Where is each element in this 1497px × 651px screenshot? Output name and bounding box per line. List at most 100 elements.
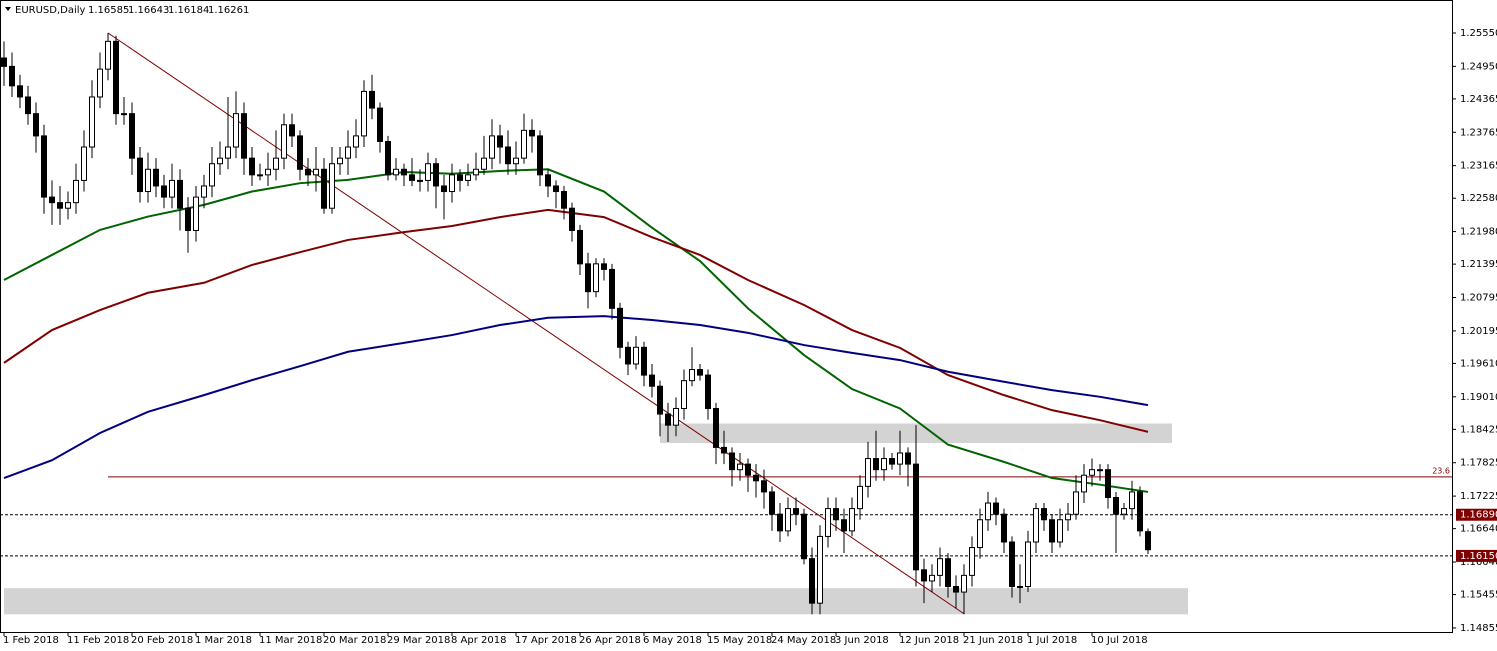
candle-body — [545, 174, 551, 187]
candle-body — [825, 508, 831, 537]
x-tick-label: 3 Jun 2018 — [835, 635, 889, 646]
header-price: 1.16643 — [128, 5, 169, 16]
candle-body — [769, 491, 775, 515]
candle-body — [201, 185, 207, 198]
candle-body — [233, 113, 239, 148]
candle-body — [601, 263, 607, 270]
x-tick-label: 8 Apr 2018 — [451, 635, 506, 646]
candle-body — [593, 263, 599, 293]
candle-body — [977, 519, 983, 549]
candle-body — [1145, 531, 1151, 551]
candle-body — [889, 458, 895, 465]
x-tick-label: 11 Mar 2018 — [259, 635, 322, 646]
y-tick-label: 1.16640 — [1460, 524, 1497, 535]
candle-body — [169, 179, 175, 198]
candle-body — [809, 558, 815, 604]
menu-triangle — [5, 7, 11, 11]
candle-body — [161, 185, 167, 198]
candle-body — [937, 558, 943, 576]
candle-body — [929, 574, 935, 582]
y-tick-label: 1.15455 — [1460, 590, 1497, 601]
candle-body — [33, 113, 39, 137]
candle-body — [385, 140, 391, 176]
candle-body — [985, 502, 991, 521]
candle-body — [105, 40, 111, 70]
candle-body — [337, 157, 343, 165]
candle-body — [785, 508, 791, 532]
y-tick-label: 1.23765 — [1460, 127, 1497, 138]
candle-body — [265, 168, 271, 176]
candle-body — [457, 174, 463, 181]
candle-body — [729, 452, 735, 471]
candle-body — [241, 113, 247, 159]
candle-body — [249, 157, 255, 176]
header-price: 1.16261 — [208, 5, 249, 16]
candle-body — [193, 196, 199, 231]
candle-body — [465, 174, 471, 181]
candle-body — [905, 452, 911, 465]
x-tick-label: 20 Feb 2018 — [131, 635, 193, 646]
y-tick-label: 1.17825 — [1460, 458, 1497, 469]
candle-body — [153, 168, 159, 187]
candle-body — [1, 57, 7, 67]
candle-body — [513, 157, 519, 165]
candle-body — [377, 107, 383, 142]
candle-body — [89, 96, 95, 148]
candle-body — [689, 369, 695, 382]
y-tick-label: 1.24365 — [1460, 94, 1497, 105]
candle-body — [761, 480, 767, 493]
candle-body — [145, 168, 151, 193]
candle-body — [305, 168, 311, 176]
candle-body — [41, 135, 47, 198]
header-price: 1.16585 — [88, 5, 129, 16]
candle-body — [1065, 513, 1071, 521]
candle-body — [177, 179, 183, 209]
candle-body — [401, 168, 407, 176]
y-tick-label: 1.25550 — [1460, 28, 1497, 39]
candle-body — [1105, 469, 1111, 498]
candle-body — [329, 163, 335, 209]
fib-label: 23.6 — [1432, 466, 1450, 475]
candle-body — [625, 346, 631, 365]
y-tick-label: 1.19610 — [1460, 358, 1497, 369]
candle-body — [1057, 519, 1063, 543]
candle-body — [129, 113, 135, 159]
y-tick-label: 1.22580 — [1460, 193, 1497, 204]
x-tick-label: 26 Apr 2018 — [579, 635, 641, 646]
candle-body — [521, 129, 527, 159]
candle-body — [585, 263, 591, 293]
candle-body — [817, 535, 823, 604]
candle-body — [961, 574, 967, 593]
candle-body — [913, 463, 919, 571]
header-price: 1.16184 — [168, 5, 209, 16]
x-tick-label: 1 Feb 2018 — [3, 635, 59, 646]
candle-body — [1121, 508, 1127, 515]
candle-body — [953, 585, 959, 593]
y-tick-label: 1.21395 — [1460, 259, 1497, 270]
y-tick-label: 1.21980 — [1460, 227, 1497, 238]
x-tick-label: 12 Jun 2018 — [899, 635, 959, 646]
y-tick-label: 1.20195 — [1460, 326, 1497, 337]
candle-body — [57, 202, 63, 209]
price-label: 1.16150 — [1460, 551, 1497, 562]
candle-body — [897, 452, 903, 465]
candle-body — [705, 374, 711, 409]
candle-body — [313, 168, 319, 176]
candle-body — [561, 191, 567, 209]
zone — [4, 588, 1188, 615]
candle-body — [433, 163, 439, 187]
candle-body — [697, 369, 703, 376]
candle-body — [409, 174, 415, 181]
price-label-box — [1456, 549, 1497, 562]
candle-body — [833, 508, 839, 521]
candle-body — [553, 185, 559, 193]
candle-body — [49, 196, 55, 204]
candle-body — [217, 157, 223, 165]
candle-body — [1017, 585, 1023, 588]
candle-body — [273, 157, 279, 170]
candle-body — [801, 513, 807, 560]
candle-body — [865, 458, 871, 487]
candle-body — [577, 229, 583, 265]
candle-body — [185, 207, 191, 231]
